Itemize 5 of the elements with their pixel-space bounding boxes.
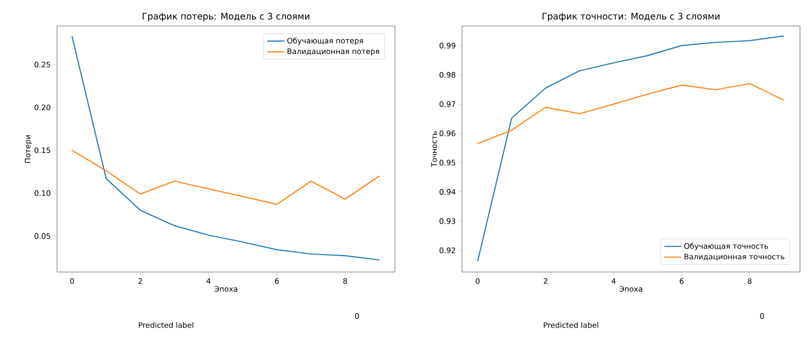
chart-title: График потерь: Модель с 3 слоями [142, 12, 310, 22]
line-series [477, 83, 784, 144]
line-series [477, 35, 784, 262]
chart-title: График точности: Модель с 3 слоями [542, 12, 720, 22]
line-series [71, 36, 380, 261]
